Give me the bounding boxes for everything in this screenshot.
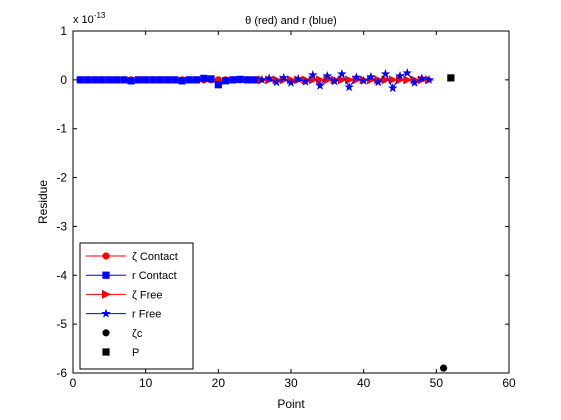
y-exponent-base: x 10 [73, 14, 94, 26]
data-point [402, 68, 413, 78]
x-tick-label: 30 [284, 376, 298, 390]
x-tick-label: 50 [430, 376, 444, 390]
x-tick-label: 10 [139, 376, 153, 390]
data-point [388, 75, 398, 85]
data-point [76, 76, 84, 84]
data-point [214, 81, 222, 89]
y-tick-label: -6 [56, 366, 67, 380]
data-point [358, 75, 369, 85]
legend-label: ζc [132, 328, 143, 340]
data-point [222, 77, 230, 85]
data-point [315, 80, 325, 90]
data-point [322, 70, 333, 80]
data-point [83, 76, 92, 84]
data-point [286, 77, 296, 87]
data-point [345, 75, 355, 85]
legend-marker [102, 252, 110, 260]
legend-label: P [132, 347, 139, 359]
data-point [424, 74, 434, 84]
data-point [127, 77, 135, 85]
y-exponent-power: -13 [94, 11, 106, 20]
series-1 [76, 74, 259, 89]
data-point [329, 76, 340, 86]
data-point [163, 76, 172, 84]
data-point [447, 74, 455, 82]
legend: ζ Contact r Contact ζ Free r Free ζc P [79, 242, 194, 370]
x-tick-label: 40 [357, 376, 371, 390]
legend-marker [102, 348, 110, 356]
series-3 [257, 68, 434, 93]
data-point [178, 77, 186, 85]
data-point [278, 72, 289, 82]
legend-marker [101, 308, 111, 318]
y-tick-label: 0 [60, 73, 67, 87]
data-point [366, 71, 376, 81]
y-axis-label: Residue [36, 180, 50, 224]
series-5 [447, 74, 455, 82]
data-point [344, 82, 354, 92]
data-point [243, 76, 251, 84]
data-point [440, 364, 448, 372]
series-4 [440, 364, 448, 372]
data-point [381, 75, 391, 85]
x-axis-label: Point [277, 397, 305, 411]
chart-title: θ (red) and r (blue) [245, 15, 337, 27]
data-point [156, 76, 164, 84]
data-point [293, 73, 304, 83]
data-point [149, 76, 157, 84]
data-point [395, 70, 405, 80]
data-point [207, 75, 215, 83]
data-point [373, 77, 383, 87]
y-tick-label: -2 [56, 171, 67, 185]
legend-marker [102, 289, 111, 299]
y-tick-label: -1 [56, 122, 67, 136]
y-tick-label: -5 [56, 317, 67, 331]
data-point [387, 83, 398, 93]
data-point [380, 68, 391, 79]
data-point [271, 77, 282, 87]
data-point [417, 73, 427, 83]
data-point [308, 69, 318, 80]
data-point [409, 77, 420, 87]
data-point [351, 72, 362, 82]
data-point [105, 76, 113, 84]
data-point [185, 76, 193, 84]
data-point [316, 75, 326, 85]
data-point [257, 74, 267, 84]
data-point [192, 76, 201, 84]
data-point [337, 75, 347, 85]
y-tick-label: -4 [56, 268, 67, 282]
data-point [120, 76, 128, 84]
x-tick-label: 60 [502, 376, 516, 390]
data-point [236, 75, 244, 83]
x-tick-label: 20 [212, 376, 226, 390]
series-layer [76, 68, 455, 372]
legend-label: ζ Free [132, 289, 163, 301]
data-point [98, 76, 106, 84]
legend-marker [102, 271, 110, 279]
legend-marker [102, 329, 110, 337]
data-point [251, 76, 259, 84]
y-tick-label: -3 [56, 219, 67, 233]
x-tick-label: 0 [70, 376, 77, 390]
data-point [200, 74, 208, 82]
data-point [134, 76, 142, 84]
data-point [171, 76, 179, 84]
data-point [229, 76, 237, 84]
legend-box [79, 242, 194, 370]
legend-label: ζ Contact [132, 251, 178, 263]
y-exponent-label: x 10-13 [73, 11, 106, 26]
data-point [113, 76, 121, 84]
data-point [337, 68, 347, 79]
data-point [300, 76, 311, 86]
legend-label: r Contact [132, 270, 177, 282]
data-point [142, 76, 150, 84]
y-tick-label: 1 [60, 24, 67, 38]
legend-label: r Free [132, 309, 161, 321]
data-point [264, 73, 274, 83]
data-point [403, 75, 413, 85]
data-point [91, 76, 99, 84]
